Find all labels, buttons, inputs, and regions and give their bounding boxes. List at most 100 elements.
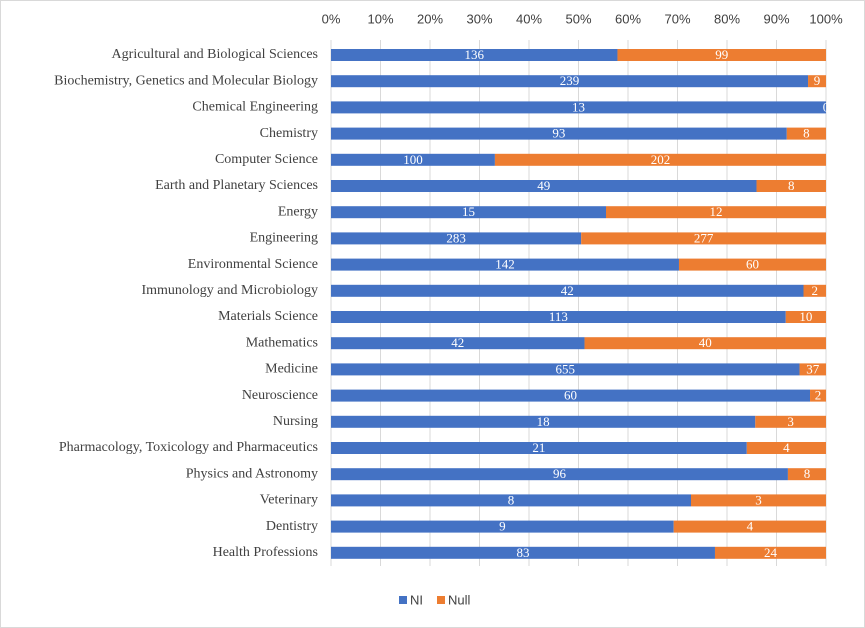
y-tick-label: Chemistry [260,126,318,141]
y-tick-label: Pharmacology, Toxicology and Pharmaceuti… [59,440,318,455]
data-label: 24 [764,545,778,560]
y-tick-label: Mathematics [246,335,318,350]
bar-segment [617,49,826,61]
legend-swatch [399,596,407,604]
data-label: 60 [746,257,759,272]
bar-segment [331,337,585,350]
bar-segment [746,442,826,454]
bar-segment [331,442,747,454]
data-label: 96 [553,466,567,481]
data-label: 100 [403,152,423,167]
x-tick-label: 90% [763,11,789,26]
y-tick-label: Medicine [265,362,318,377]
bar-segment [494,153,826,166]
bar-segment [331,101,826,114]
x-tick-label: 0% [322,11,341,26]
y-tick-label: Agricultural and Biological Sciences [112,47,318,62]
data-label: 13 [572,99,585,114]
x-tick-label: 30% [466,11,492,26]
bar-segment [331,520,674,533]
y-tick-label: Veterinary [260,493,318,508]
y-tick-label: Engineering [250,231,318,246]
data-label: 18 [537,414,550,429]
bar-segment [331,180,757,192]
legend-label: Null [448,592,471,607]
bar-segment [799,363,826,376]
bar-segment [808,75,826,88]
x-tick-label: 50% [565,11,591,26]
bar-segment [803,284,826,297]
x-tick-label: 40% [516,11,542,26]
bar-segment [787,468,826,481]
bar-segment [331,75,809,88]
bar-segment [331,546,715,559]
y-tick-label: Environmental Science [188,257,318,272]
data-label: 655 [556,361,576,376]
data-label: 93 [552,126,565,141]
data-label: 136 [464,47,484,62]
y-tick-label: Energy [278,204,318,219]
data-label: 4 [783,440,790,455]
data-label: 283 [446,230,466,245]
y-tick-label: Health Professions [213,545,318,560]
y-tick-label: Dentistry [266,519,318,534]
data-label: 99 [715,47,728,62]
data-label: 8 [788,178,795,193]
bar-segment [785,311,826,323]
data-label: 8 [803,126,810,141]
x-tick-label: 70% [664,11,690,26]
bar-segment [810,389,826,402]
bar-segment [756,180,826,192]
y-tick-label: Biochemistry, Genetics and Molecular Bio… [54,73,318,88]
data-label: 9 [814,73,821,88]
data-label: 83 [516,545,529,560]
data-label: 2 [815,388,822,403]
bar-segment [581,232,826,245]
data-label: 49 [537,178,550,193]
x-tick-label: 10% [367,11,393,26]
data-label: 40 [699,335,712,350]
bar-segment [331,363,800,376]
data-label: 4 [747,519,754,534]
x-tick-label: 100% [809,11,843,26]
y-tick-label: Nursing [273,414,318,429]
bar-segment [331,284,804,297]
bar-segment [673,520,826,533]
y-tick-label: Immunology and Microbiology [141,283,318,298]
data-label: 8 [508,492,515,507]
y-tick-label: Materials Science [218,309,318,324]
bar-segment [331,468,788,481]
bar-segment [584,337,826,350]
y-tick-label: Chemical Engineering [192,100,318,115]
x-tick-label: 60% [615,11,641,26]
x-tick-label: 80% [714,11,740,26]
y-tick-label: Physics and Astronomy [186,466,318,481]
data-label: 2 [812,283,819,298]
y-tick-label: Neuroscience [242,388,318,403]
data-label: 60 [564,388,577,403]
y-tick-label: Earth and Planetary Sciences [155,178,318,193]
bar-segment [678,258,826,271]
data-label: 8 [804,466,811,481]
legend-swatch [437,596,445,604]
data-label: 21 [532,440,545,455]
data-label: 113 [549,309,568,324]
bar-segment [786,127,826,140]
data-label: 3 [755,492,762,507]
data-label: 10 [799,309,812,324]
bar-segment [331,49,618,61]
bar-segment [331,258,679,271]
data-label: 42 [561,283,574,298]
bar-segment [331,127,787,140]
data-label: 202 [651,152,671,167]
data-label: 239 [560,73,580,88]
bar-segment [331,232,582,245]
data-label: 3 [787,414,794,429]
data-label: 9 [499,519,506,534]
data-label: 15 [462,204,475,219]
data-label: 42 [451,335,464,350]
data-label: 277 [694,230,714,245]
data-label: 142 [495,257,515,272]
data-label: 0 [823,99,830,114]
